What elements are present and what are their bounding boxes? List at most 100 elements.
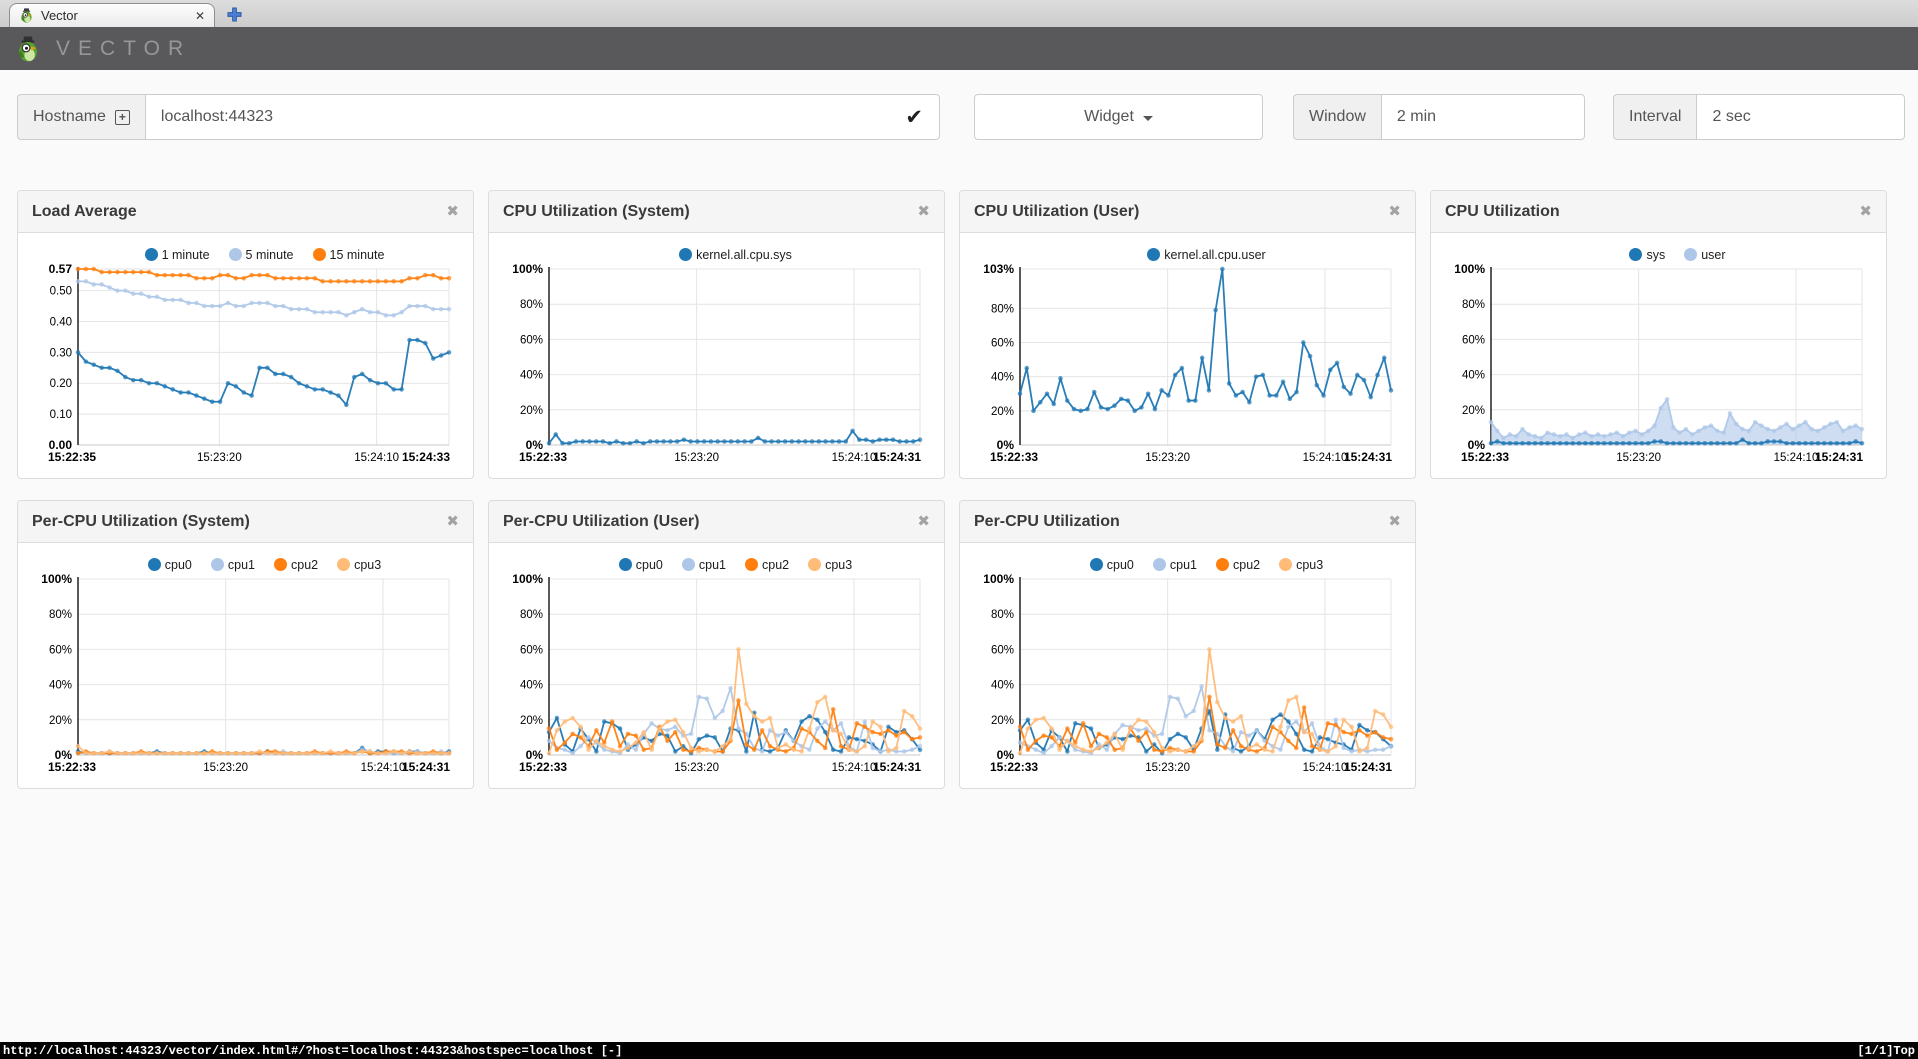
hostname-ok-icon[interactable]: ✔ xyxy=(905,105,923,129)
legend-label: sys xyxy=(1646,247,1666,262)
tab-title: Vector xyxy=(41,8,78,23)
svg-text:40%: 40% xyxy=(991,372,1014,384)
svg-text:15:24:10: 15:24:10 xyxy=(1303,762,1348,774)
browser-tab[interactable]: Vector ✕ xyxy=(9,3,215,27)
svg-text:100%: 100% xyxy=(41,574,72,586)
widget-grid: Load Average ✖ 1 minute 5 minute 15 minute 0.… xyxy=(0,140,1918,789)
widget-body: 1 minute 5 minute 15 minute 0.57 0.50 0.40 0.3… xyxy=(18,233,473,475)
svg-text:15:23:20: 15:23:20 xyxy=(1145,452,1190,464)
legend-label: 1 minute xyxy=(161,247,210,262)
legend-label: cpu3 xyxy=(1296,557,1324,572)
close-icon[interactable]: ✖ xyxy=(446,513,459,530)
widget-dropdown-button[interactable]: Widget xyxy=(974,94,1263,140)
close-icon[interactable]: ✖ xyxy=(446,203,459,220)
svg-text:15:24:10: 15:24:10 xyxy=(832,452,877,464)
legend-item-kernel-all-cpu-user: kernel.all.cpu.user xyxy=(1147,248,1266,262)
hostname-input[interactable] xyxy=(144,94,940,140)
legend-item-user: user xyxy=(1684,248,1726,262)
svg-text:15:24:31: 15:24:31 xyxy=(873,760,921,774)
legend-item-cpu0: cpu0 xyxy=(1089,558,1134,572)
chart-legend: kernel.all.cpu.sys xyxy=(501,246,932,263)
close-icon[interactable]: ✖ xyxy=(917,203,930,220)
svg-text:100%: 100% xyxy=(1454,264,1485,276)
legend-dot-icon xyxy=(144,248,158,261)
chart-legend: sys user xyxy=(1443,246,1874,263)
hostname-addon: Hostname + xyxy=(17,94,145,140)
control-bar: Hostname + ✔ Widget Window Interval xyxy=(17,94,1905,140)
close-icon[interactable]: ✖ xyxy=(917,513,930,530)
add-hostname-icon[interactable]: + xyxy=(114,109,130,125)
svg-text:20%: 20% xyxy=(991,715,1014,727)
svg-text:60%: 60% xyxy=(991,644,1014,656)
svg-text:40%: 40% xyxy=(1462,370,1485,382)
legend-dot-icon xyxy=(1684,248,1698,261)
legend-label: cpu2 xyxy=(1233,557,1261,572)
legend-dot-icon xyxy=(147,558,161,571)
widget-cpu-utilization-system: CPU Utilization (System) ✖ kernel.all.cpu.… xyxy=(488,190,945,479)
legend-label: cpu2 xyxy=(291,557,319,572)
legend-label: cpu0 xyxy=(164,557,192,572)
svg-text:100%: 100% xyxy=(512,264,543,276)
hostname-group: Hostname + ✔ xyxy=(17,94,940,140)
legend-dot-icon xyxy=(274,558,287,571)
legend-item-cpu3: cpu3 xyxy=(1279,558,1323,572)
chart-canvas: 100% 80% 60% 40% 20% 0%15:22:33 15:23:20 15:24:… xyxy=(512,572,923,774)
svg-text:15:24:10: 15:24:10 xyxy=(1774,452,1819,464)
tab-close-icon[interactable]: ✕ xyxy=(194,8,205,23)
interval-label: Interval xyxy=(1613,94,1697,140)
status-right: [1/1]Top xyxy=(1857,1043,1915,1058)
legend-dot-icon xyxy=(312,248,326,261)
widget-cpu-utilization-user: CPU Utilization (User) ✖ kernel.all.cpu.us… xyxy=(959,190,1416,479)
legend-item-cpu3: cpu3 xyxy=(808,558,852,572)
widget-header: Per-CPU Utilization (System) ✖ xyxy=(18,501,473,543)
svg-text:80%: 80% xyxy=(991,303,1014,315)
chart-legend: cpu0 cpu1 cpu2 cpu3 xyxy=(501,556,932,573)
svg-text:15:24:31: 15:24:31 xyxy=(1344,760,1392,774)
browser-tab-bar: Vector ✕ xyxy=(0,0,1918,27)
interval-input[interactable] xyxy=(1696,94,1905,140)
close-icon[interactable]: ✖ xyxy=(1859,203,1872,220)
status-url: http://localhost:44323/vector/index.html… xyxy=(3,1044,622,1058)
chart-canvas: 103% 80% 60% 40% 20% 0%15:22:33 15:23:20 15:24:… xyxy=(983,262,1394,464)
window-label: Window xyxy=(1293,94,1381,140)
svg-text:15:22:35: 15:22:35 xyxy=(48,450,96,464)
chart-canvas: 100% 80% 60% 40% 20% 0%15:22:33 15:23:20 15:24:… xyxy=(1454,262,1865,464)
legend-item-15-minute: 15 minute xyxy=(312,248,384,262)
legend-dot-icon xyxy=(618,558,632,571)
svg-text:15:24:31: 15:24:31 xyxy=(1815,450,1863,464)
legend-label: cpu0 xyxy=(635,557,663,572)
widget-per-cpu-utilization-system: Per-CPU Utilization (System) ✖ cpu0 cpu1 cpu… xyxy=(17,500,474,789)
svg-text:20%: 20% xyxy=(1462,405,1485,417)
close-icon[interactable]: ✖ xyxy=(1388,203,1401,220)
svg-text:15:22:33: 15:22:33 xyxy=(519,450,567,464)
hostname-label: Hostname xyxy=(33,108,106,125)
chart-canvas: 100% 80% 60% 40% 20% 0%15:22:33 15:23:20 15:24:… xyxy=(41,572,452,774)
legend-item-cpu1: cpu1 xyxy=(681,558,726,572)
chart-legend: cpu0 cpu1 cpu2 cpu3 xyxy=(972,556,1403,573)
chart-canvas: 100% 80% 60% 40% 20% 0%15:22:33 15:23:20 15:24:… xyxy=(512,262,923,464)
legend-dot-icon xyxy=(1279,558,1293,571)
legend-dot-icon xyxy=(679,248,693,261)
legend-item-cpu2: cpu2 xyxy=(274,558,318,572)
chart-canvas: 100% 80% 60% 40% 20% 0%15:22:33 15:23:20 15:24:… xyxy=(983,572,1394,774)
legend-dot-icon xyxy=(745,558,758,571)
legend-dot-icon xyxy=(1629,248,1643,261)
svg-text:100%: 100% xyxy=(983,574,1014,586)
legend-label: cpu3 xyxy=(825,557,853,572)
status-bar: http://localhost:44323/vector/index.html… xyxy=(0,1042,1918,1059)
widget-header: Per-CPU Utilization ✖ xyxy=(960,501,1415,543)
legend-item-cpu2: cpu2 xyxy=(1216,558,1260,572)
legend-label: 5 minute xyxy=(245,247,294,262)
svg-text:0%: 0% xyxy=(526,438,544,452)
widget-title: Load Average xyxy=(32,202,137,220)
svg-text:15:23:20: 15:23:20 xyxy=(203,762,248,774)
close-icon[interactable]: ✖ xyxy=(1388,513,1401,530)
svg-text:15:24:33: 15:24:33 xyxy=(402,450,450,464)
legend-item-cpu3: cpu3 xyxy=(337,558,381,572)
svg-text:0%: 0% xyxy=(1468,438,1486,452)
window-input[interactable] xyxy=(1380,94,1585,140)
legend-dot-icon xyxy=(1089,558,1103,571)
new-tab-button[interactable] xyxy=(227,7,242,22)
legend-dot-icon xyxy=(1216,558,1229,571)
widget-header: Per-CPU Utilization (User) ✖ xyxy=(489,501,944,543)
